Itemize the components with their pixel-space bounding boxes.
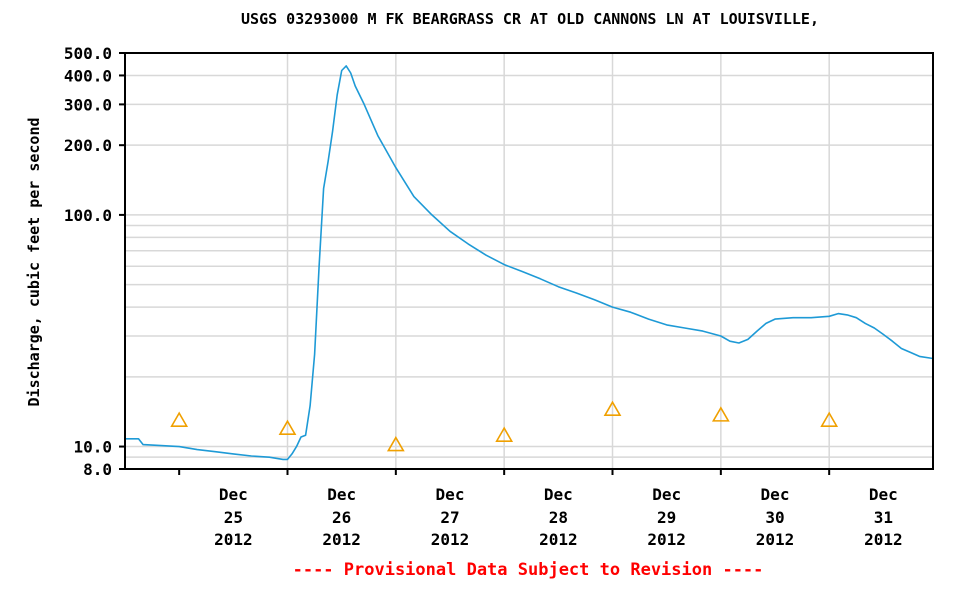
x-tick-label-month: Dec (219, 485, 248, 504)
y-tick-label: 100.0 (64, 206, 112, 225)
y-tick-label: 400.0 (64, 66, 112, 85)
x-tick-label-year: 2012 (539, 530, 578, 549)
x-axis-ticks: Dec 25 2012 Dec 26 2012 Dec 27 2012 Dec 28 2012 Dec 2… (178, 469, 903, 549)
x-tick-label-day: 29 (657, 508, 676, 527)
y-tick-label: 500.0 (64, 44, 112, 63)
median-marker (711, 406, 730, 422)
y-tick-label: 8.0 (83, 460, 112, 479)
median-marker (820, 411, 839, 427)
markers-layer (170, 400, 839, 452)
plot-frame (124, 52, 934, 470)
x-tick-label-month: Dec (327, 485, 356, 504)
x-tick-label-day: 28 (549, 508, 568, 527)
x-tick-label-year: 2012 (864, 530, 903, 549)
grid (125, 53, 933, 469)
x-tick-label-day: 25 (224, 508, 243, 527)
chart-title: USGS 03293000 M FK BEARGRASS CR AT OLD C… (241, 10, 819, 28)
median-marker (495, 426, 514, 442)
median-marker (170, 411, 189, 427)
x-tick-label-year: 2012 (214, 530, 253, 549)
x-tick-label-day: 26 (332, 508, 351, 527)
x-tick-label-day: 31 (874, 508, 893, 527)
x-tick-label-year: 2012 (431, 530, 470, 549)
median-marker (386, 435, 405, 452)
x-tick-label-year: 2012 (322, 530, 361, 549)
x-tick-label-month: Dec (436, 485, 465, 504)
y-tick-label: 300.0 (64, 95, 112, 114)
median-marker (603, 400, 622, 416)
x-tick-label-year: 2012 (756, 530, 795, 549)
y-axis-ticks: 8.0 10.0 100.0 200.0 300.0 400.0 500.0 (64, 44, 125, 479)
x-tick-label-month: Dec (544, 485, 573, 504)
y-tick-label: 10.0 (73, 438, 112, 457)
series-layer (125, 65, 934, 461)
y-tick-label: 200.0 (64, 136, 112, 155)
x-tick-label-month: Dec (869, 485, 898, 504)
provisional-note: ---- Provisional Data Subject to Revisio… (293, 560, 764, 580)
x-tick-label-year: 2012 (647, 530, 686, 549)
x-tick-label-day: 30 (765, 508, 784, 527)
y-axis-label: Discharge, cubic feet per second (25, 118, 43, 407)
discharge-series-line (125, 65, 934, 461)
median-marker (278, 419, 297, 436)
x-tick-label-month: Dec (761, 485, 790, 504)
x-tick-label-day: 27 (440, 508, 459, 527)
x-tick-label-month: Dec (652, 485, 681, 504)
